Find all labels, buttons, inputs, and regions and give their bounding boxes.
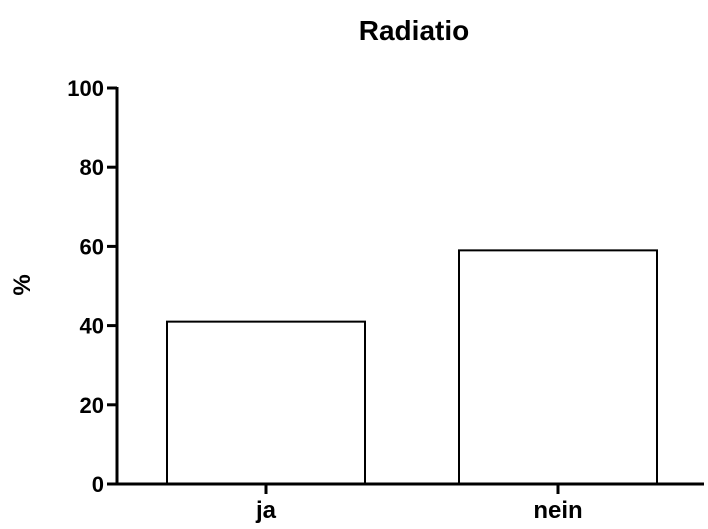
bars-group xyxy=(166,249,658,486)
y-axis-ticks: 0 20 40 60 80 100 xyxy=(67,76,117,497)
y-tick-label: 60 xyxy=(80,234,104,259)
y-tick-label: 0 xyxy=(92,472,104,497)
y-axis-label: % xyxy=(9,274,36,295)
chart-title: Radiatio xyxy=(359,15,469,46)
x-category-label: ja xyxy=(255,497,277,524)
y-tick-label: 40 xyxy=(80,314,104,339)
bar-ja xyxy=(166,320,366,486)
bar-nein xyxy=(458,249,658,485)
x-axis-ticks: ja nein xyxy=(255,484,583,524)
y-tick-label: 100 xyxy=(67,76,104,101)
y-tick-label: 80 xyxy=(80,155,104,180)
x-category-label: nein xyxy=(533,497,582,524)
y-tick-label: 20 xyxy=(80,393,104,418)
